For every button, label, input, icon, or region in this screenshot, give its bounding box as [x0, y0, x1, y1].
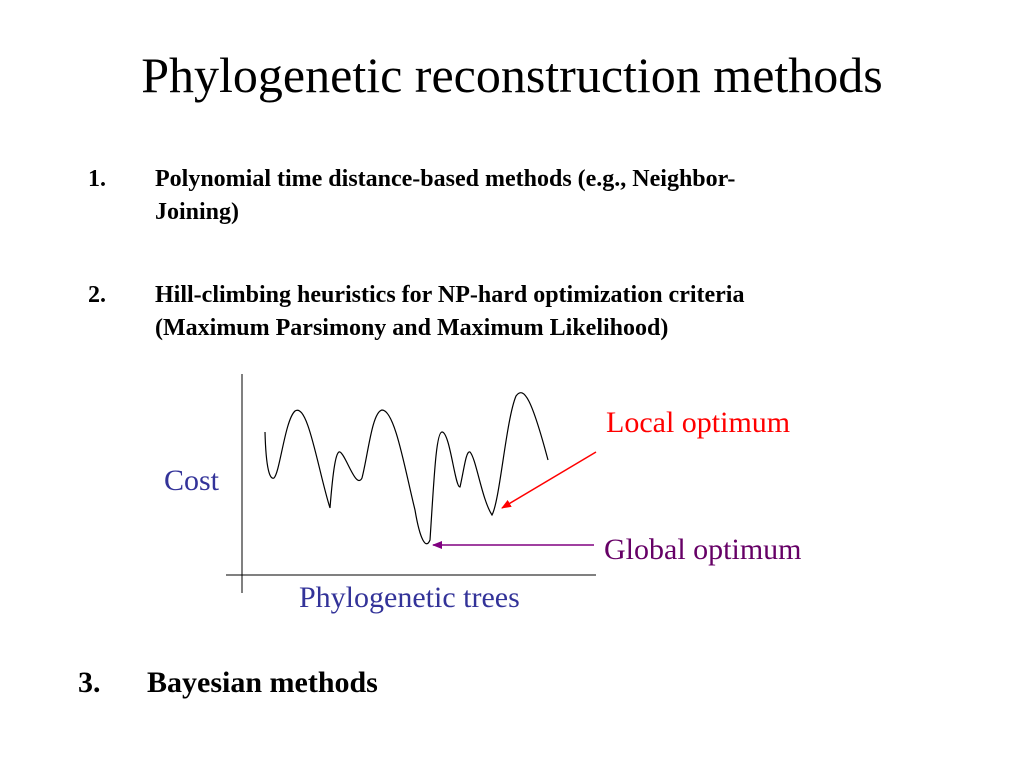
trees-axis-label: Phylogenetic trees — [299, 581, 520, 614]
item-1-line-2: Joining) — [155, 199, 240, 225]
item-2-line-2: (Maximum Parsimony and Maximum Likelihoo… — [155, 315, 669, 341]
global-optimum-label: Global optimum — [604, 533, 802, 566]
item-2-line-1: Hill-climbing heuristics for NP-hard opt… — [155, 282, 745, 308]
local-optimum-arrow — [501, 451, 597, 509]
cost-curve — [264, 392, 549, 545]
local-optimum-label: Local optimum — [606, 406, 790, 439]
cost-axis-label: Cost — [164, 464, 220, 497]
item-3-line-1: Bayesian methods — [147, 666, 378, 699]
slide-title: Phylogenetic reconstruction methods — [141, 47, 883, 103]
item-3-number: 3. — [78, 666, 101, 699]
item-2-number: 2. — [88, 282, 106, 308]
item-1-line-1: Polynomial time distance-based methods (… — [155, 166, 736, 192]
item-1-number: 1. — [88, 166, 106, 192]
